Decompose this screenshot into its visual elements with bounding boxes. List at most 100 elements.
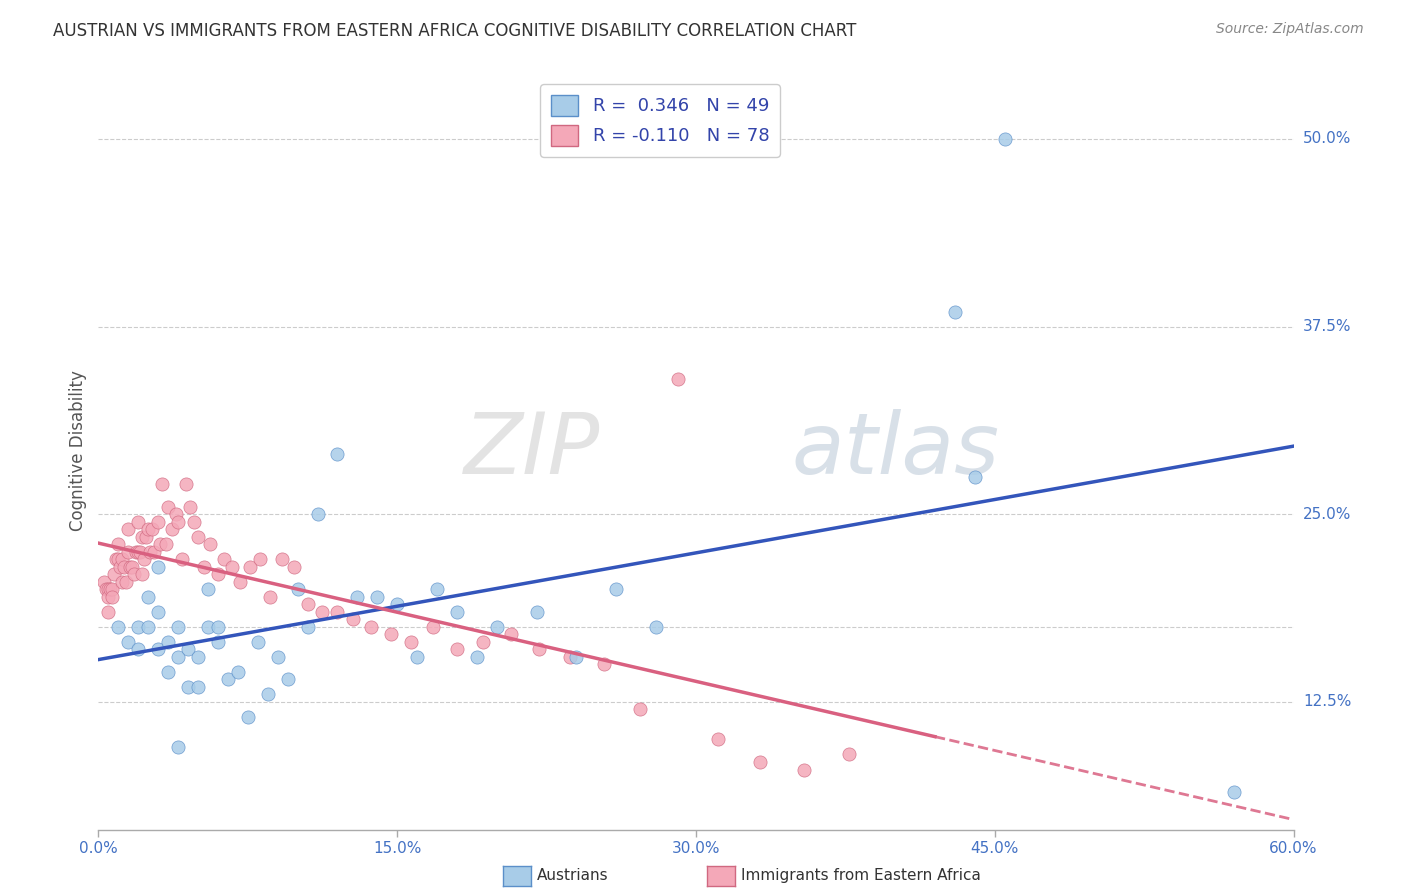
Point <box>380 627 402 641</box>
Text: Immigrants from Eastern Africa: Immigrants from Eastern Africa <box>741 869 981 883</box>
Text: Source: ZipAtlas.com: Source: ZipAtlas.com <box>1216 22 1364 37</box>
Point <box>112 559 135 574</box>
Point <box>793 763 815 777</box>
Point <box>485 620 508 634</box>
Point <box>645 620 668 634</box>
Point <box>107 537 129 551</box>
Point <box>360 620 382 634</box>
Point <box>197 582 219 597</box>
Point <box>136 522 159 536</box>
Point <box>120 559 142 574</box>
Point <box>385 598 409 612</box>
Point <box>98 582 122 597</box>
Text: atlas: atlas <box>792 409 1000 492</box>
Point <box>527 642 550 657</box>
Point <box>97 605 120 619</box>
Point <box>107 552 129 566</box>
Point <box>226 665 249 679</box>
Point <box>406 649 429 664</box>
Point <box>342 612 364 626</box>
Point <box>135 530 157 544</box>
Text: 37.5%: 37.5% <box>1303 319 1351 334</box>
Point <box>127 545 149 559</box>
Point <box>174 477 197 491</box>
Point <box>167 649 190 664</box>
Point <box>139 545 162 559</box>
Point <box>748 755 770 769</box>
Point <box>121 559 143 574</box>
Point <box>143 545 166 559</box>
Text: 50.0%: 50.0% <box>1303 131 1351 146</box>
Point <box>105 552 128 566</box>
Point <box>165 508 187 522</box>
Point <box>446 605 468 619</box>
Point <box>236 710 259 724</box>
Point <box>117 522 139 536</box>
Point <box>117 545 139 559</box>
Point <box>198 537 221 551</box>
Point <box>943 304 966 318</box>
Point <box>217 673 239 687</box>
Point <box>103 567 125 582</box>
Point <box>127 620 149 634</box>
Point <box>157 500 180 514</box>
Point <box>666 372 689 386</box>
Point <box>101 590 124 604</box>
Point <box>311 605 333 619</box>
Point <box>207 620 229 634</box>
Point <box>148 605 170 619</box>
Point <box>326 605 349 619</box>
Point <box>229 574 252 589</box>
Point <box>239 559 262 574</box>
Point <box>499 627 522 641</box>
Point <box>287 582 309 597</box>
Point <box>111 552 134 566</box>
Point <box>127 515 149 529</box>
Legend: R =  0.346   N = 49, R = -0.110   N = 78: R = 0.346 N = 49, R = -0.110 N = 78 <box>540 84 780 157</box>
Point <box>127 642 149 657</box>
Point <box>366 590 388 604</box>
Point <box>167 515 190 529</box>
Point <box>249 552 271 566</box>
Point <box>110 559 132 574</box>
Text: Austrians: Austrians <box>537 869 609 883</box>
Point <box>179 500 201 514</box>
Point <box>125 545 148 559</box>
Point <box>149 537 172 551</box>
Point <box>707 732 730 747</box>
Point <box>256 688 278 702</box>
Point <box>471 635 494 649</box>
Point <box>93 574 115 589</box>
Point <box>148 515 170 529</box>
Point <box>212 552 235 566</box>
Point <box>994 132 1017 146</box>
Text: AUSTRIAN VS IMMIGRANTS FROM EASTERN AFRICA COGNITIVE DISABILITY CORRELATION CHAR: AUSTRIAN VS IMMIGRANTS FROM EASTERN AFRI… <box>53 22 856 40</box>
Point <box>117 635 139 649</box>
Point <box>270 552 292 566</box>
Point <box>207 567 229 582</box>
Point <box>197 620 219 634</box>
Point <box>157 665 180 679</box>
Point <box>155 537 177 551</box>
Point <box>326 447 349 461</box>
Text: 12.5%: 12.5% <box>1303 695 1351 709</box>
Point <box>1223 785 1246 799</box>
Point <box>141 522 163 536</box>
Point <box>97 582 120 597</box>
Point <box>111 574 134 589</box>
Text: 25.0%: 25.0% <box>1303 507 1351 522</box>
Y-axis label: Cognitive Disability: Cognitive Disability <box>69 370 87 531</box>
Point <box>187 530 209 544</box>
Point <box>259 590 281 604</box>
Point <box>172 552 194 566</box>
Point <box>246 635 269 649</box>
Point <box>129 545 152 559</box>
Point <box>277 673 299 687</box>
Point <box>136 620 159 634</box>
Point <box>307 508 329 522</box>
Point <box>177 642 200 657</box>
Point <box>160 522 183 536</box>
Point <box>297 598 319 612</box>
Point <box>177 680 200 694</box>
Point <box>446 642 468 657</box>
